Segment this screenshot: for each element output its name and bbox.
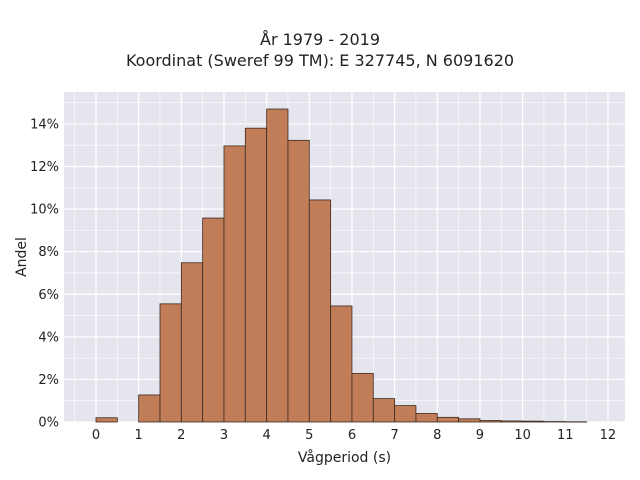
x-tick-label: 0 bbox=[92, 428, 100, 443]
histogram-bar bbox=[308, 199, 332, 423]
x-tick-label: 9 bbox=[476, 428, 484, 443]
histogram-bar bbox=[500, 420, 524, 423]
y-axis-title: Andel bbox=[14, 237, 30, 277]
histogram-bar bbox=[479, 420, 502, 423]
x-tick-label: 12 bbox=[600, 428, 617, 443]
histogram-bar bbox=[138, 394, 161, 423]
x-tick-label: 2 bbox=[177, 428, 185, 443]
histogram-bar bbox=[287, 139, 310, 423]
histogram-bar bbox=[95, 417, 118, 423]
y-axis-ticks: 0% 2% 4% 6% 8% 10% 12% 14% bbox=[30, 117, 59, 430]
x-tick-label: 1 bbox=[135, 428, 143, 443]
x-tick-label: 7 bbox=[390, 428, 398, 443]
chart-title: År 1979 - 2019 bbox=[260, 30, 380, 49]
histogram-bar bbox=[458, 418, 481, 423]
histogram-bar bbox=[351, 373, 374, 423]
x-axis-title: Vågperiod (s) bbox=[298, 449, 391, 466]
histogram-bar bbox=[330, 305, 353, 423]
y-tick-label: 8% bbox=[38, 245, 59, 260]
bar-series bbox=[95, 108, 588, 423]
x-tick-label: 11 bbox=[557, 428, 574, 443]
histogram-bar bbox=[159, 303, 182, 423]
histogram-bar bbox=[522, 420, 545, 423]
chart-subtitle: Koordinat (Sweref 99 TM): E 327745, N 60… bbox=[125, 51, 515, 70]
histogram-bar bbox=[223, 145, 246, 423]
x-tick-label: 10 bbox=[514, 428, 531, 443]
x-tick-label: 4 bbox=[263, 428, 271, 443]
x-axis-ticks: 0 1 2 3 4 5 6 7 8 9 10 11 12 bbox=[92, 428, 616, 443]
histogram-bar bbox=[436, 416, 460, 423]
histogram-bar bbox=[394, 405, 417, 423]
x-tick-label: 3 bbox=[220, 428, 228, 443]
y-tick-label: 10% bbox=[30, 203, 59, 218]
histogram-bar bbox=[202, 217, 225, 423]
histogram-bar bbox=[180, 262, 204, 423]
histogram-bar bbox=[415, 413, 438, 423]
y-tick-label: 4% bbox=[38, 330, 59, 345]
x-tick-label: 5 bbox=[305, 428, 313, 443]
y-tick-label: 6% bbox=[38, 288, 59, 303]
y-tick-label: 0% bbox=[38, 416, 59, 431]
x-tick-label: 8 bbox=[433, 428, 441, 443]
y-tick-label: 14% bbox=[30, 117, 59, 132]
histogram-bar bbox=[372, 398, 396, 423]
y-tick-label: 12% bbox=[30, 160, 59, 175]
y-tick-label: 2% bbox=[38, 373, 59, 388]
histogram-bar bbox=[266, 108, 289, 423]
histogram-bar bbox=[244, 127, 268, 423]
x-tick-label: 6 bbox=[348, 428, 356, 443]
